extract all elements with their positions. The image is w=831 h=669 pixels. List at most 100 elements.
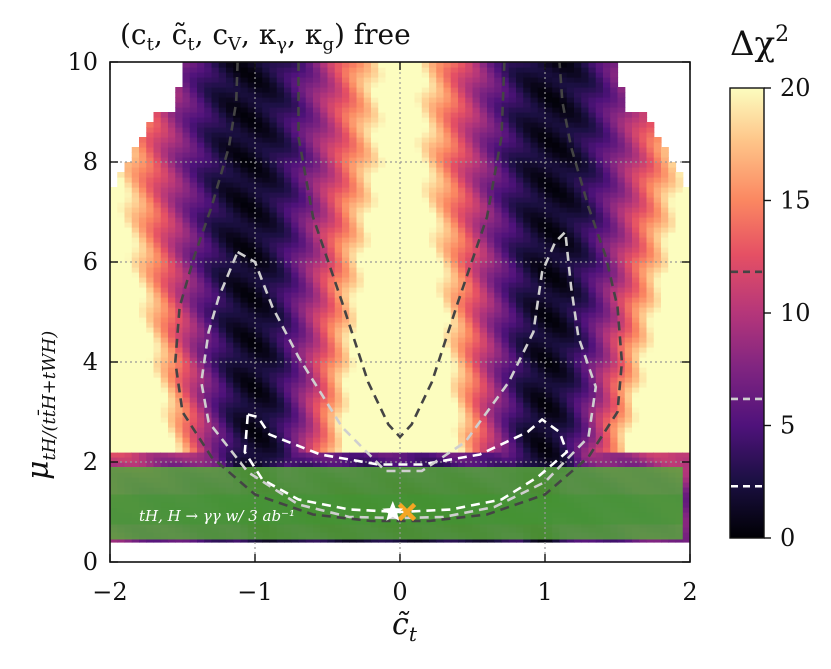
heatmap-cell [320,432,329,438]
heatmap-cell [204,117,213,123]
heatmap-cell [450,322,459,328]
heatmap-cell [479,187,488,193]
heatmap-cell [255,62,263,68]
heatmap-cell [124,372,133,378]
heatmap-cell [197,197,205,203]
heatmap-cell [472,372,481,378]
heatmap-cell [465,107,474,113]
heatmap-cell [233,347,242,353]
heatmap-cell [211,137,220,143]
heatmap-cell [298,282,307,288]
heatmap-cell [269,257,278,263]
heatmap-cell [153,427,162,433]
heatmap-cell [443,122,452,128]
heatmap-cell [371,122,379,128]
heatmap-cell [414,317,423,323]
heatmap-cell [487,117,495,123]
heatmap-cell [407,277,416,283]
heatmap-cell [421,352,430,358]
heatmap-cell [465,207,474,213]
heatmap-cell [421,87,430,93]
heatmap-cell [211,77,220,83]
heatmap-cell [327,337,336,343]
heatmap-cell [291,212,300,218]
heatmap-cell [472,402,481,408]
heatmap-cell [363,417,372,423]
heatmap-cell [356,117,365,123]
heatmap-cell [255,342,263,348]
heatmap-cell [385,417,394,423]
heatmap-cell [117,442,126,448]
heatmap-cell [305,322,314,328]
heatmap-cell [479,142,488,148]
heatmap-cell [356,302,365,308]
heatmap-cell [392,222,401,228]
heatmap-cell [487,327,495,333]
heatmap-cell [131,337,140,343]
heatmap-cell [240,357,249,363]
heatmap-cell [414,182,423,188]
heatmap-cell [465,447,474,453]
heatmap-cell [218,157,227,163]
heatmap-cell [233,147,242,153]
heatmap-cell [146,317,155,323]
heatmap-cell [262,347,271,353]
heatmap-cell [146,412,155,418]
heatmap-cell [320,352,329,358]
heatmap-cell [255,72,263,78]
heatmap-cell [284,382,292,388]
heatmap-cell [458,377,466,383]
heatmap-cell [168,112,176,118]
heatmap-cell [436,62,445,68]
heatmap-cell [414,322,423,328]
heatmap-cell [197,287,205,293]
heatmap-cell [327,297,336,303]
heatmap-cell [349,217,358,223]
heatmap-cell [472,157,481,163]
heatmap-cell [218,147,227,153]
heatmap-cell [429,97,437,103]
heatmap-cell [458,67,466,73]
heatmap-cell [378,262,387,268]
heatmap-cell [349,332,358,338]
heatmap-cell [160,337,169,343]
heatmap-cell [305,117,314,123]
heatmap-cell [313,152,321,158]
heatmap-cell [218,82,227,88]
heatmap-cell [385,282,394,288]
heatmap-cell [269,132,278,138]
heatmap-cell [146,152,155,158]
heatmap-cell [305,337,314,343]
heatmap-cell [414,457,423,463]
heatmap-cell [349,262,358,268]
heatmap-cell [371,397,379,403]
heatmap-cell [349,372,358,378]
heatmap-cell [240,372,249,378]
heatmap-cell [153,287,162,293]
heatmap-cell [472,202,481,208]
heatmap-cell [458,162,466,168]
heatmap-cell [429,72,437,78]
heatmap-cell [182,337,191,343]
heatmap-cell [153,162,162,168]
heatmap-cell [189,157,198,163]
heatmap-cell [349,247,358,253]
heatmap-cell [182,232,191,238]
heatmap-cell [400,222,408,228]
heatmap-cell [385,132,394,138]
heatmap-cell [298,422,307,428]
heatmap-cell [429,382,437,388]
heatmap-cell [182,152,191,158]
heatmap-cell [363,182,372,188]
heatmap-cell [110,252,118,258]
heatmap-cell [262,417,271,423]
heatmap-cell [487,222,495,228]
heatmap-cell [182,187,191,193]
heatmap-cell [117,357,126,363]
heatmap-cell [175,272,184,278]
heatmap-cell [124,297,133,303]
heatmap-cell [276,302,285,308]
heatmap-cell [320,287,329,293]
heatmap-cell [139,212,147,218]
heatmap-cell [450,342,459,348]
